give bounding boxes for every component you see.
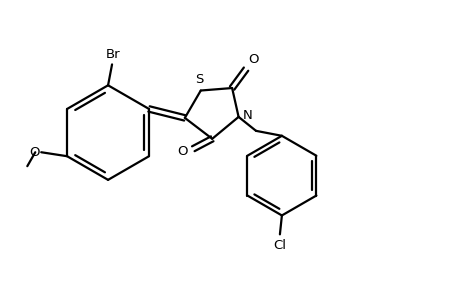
Text: S: S: [195, 73, 203, 85]
Text: N: N: [242, 109, 252, 122]
Text: O: O: [176, 145, 187, 158]
Text: O: O: [29, 146, 39, 159]
Text: Br: Br: [106, 48, 120, 62]
Text: O: O: [247, 52, 258, 66]
Text: Cl: Cl: [273, 239, 286, 252]
